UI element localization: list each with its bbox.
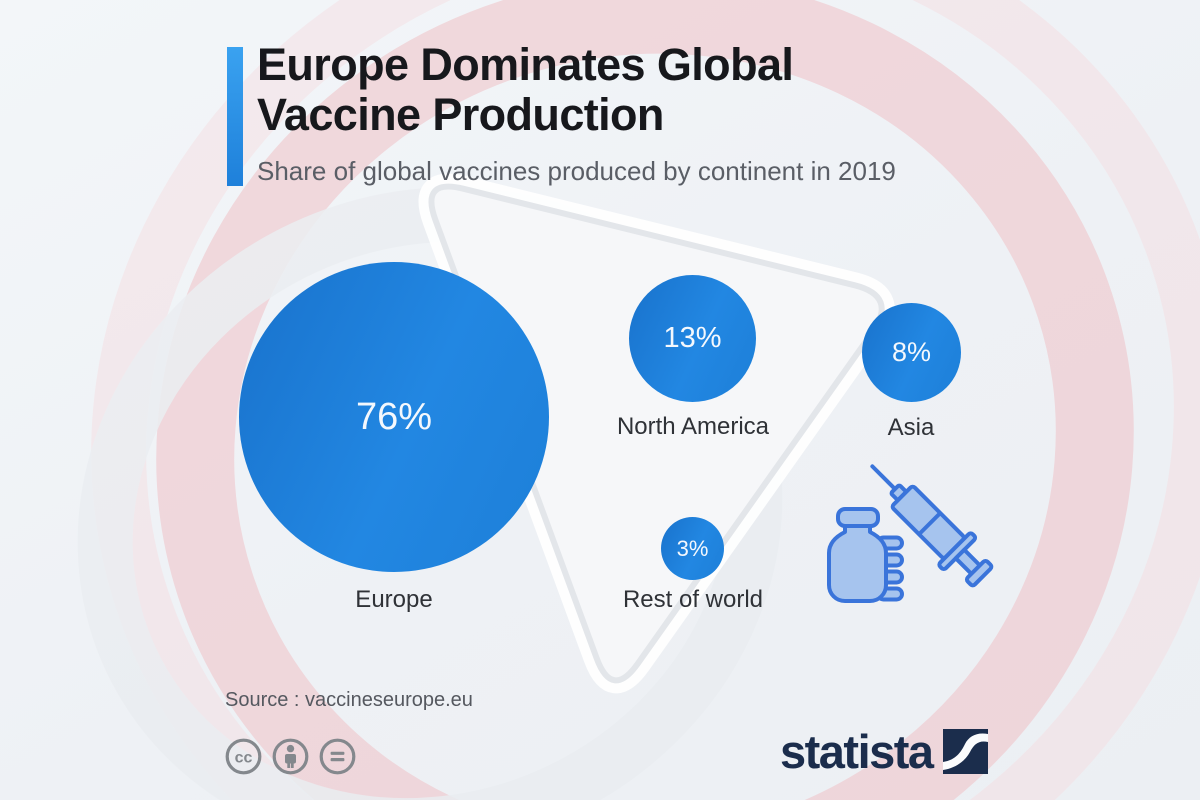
page-title-line2: Vaccine Production xyxy=(257,89,664,140)
bubble-asia-value: 8% xyxy=(891,337,932,367)
license-icons: cc xyxy=(224,737,357,776)
bubble-europe-value: 76% xyxy=(355,395,433,438)
chart-subtitle: Share of global vaccines produced by con… xyxy=(257,156,896,186)
bubble-north-america-value: 13% xyxy=(663,322,722,354)
source-text: Source : vaccineseurope.eu xyxy=(225,689,473,711)
creative-commons-icon: cc xyxy=(225,738,262,775)
statista-wordmark: statista xyxy=(780,725,934,778)
no-derivatives-icon xyxy=(319,738,356,775)
statista-logo-icon xyxy=(942,729,988,774)
bubble-rest-of-world-value: 3% xyxy=(676,535,709,561)
page-title-line1: Europe Dominates Global xyxy=(257,39,794,90)
vaccine-vial-syringe-illustration xyxy=(827,464,994,603)
label-rest-of-world: Rest of world xyxy=(622,586,764,613)
bubble-europe: 76% xyxy=(239,262,549,572)
label-north-america: North America xyxy=(616,413,770,440)
bubble-asia: 8% xyxy=(862,303,961,402)
label-europe: Europe xyxy=(355,586,433,613)
bubble-north-america: 13% xyxy=(629,275,756,402)
page-title: Europe Dominates Global Vaccine Producti… xyxy=(257,39,794,140)
statista-brand: statista xyxy=(780,725,988,778)
label-asia: Asia xyxy=(887,414,935,441)
title-accent-bar xyxy=(227,47,243,186)
svg-text:cc: cc xyxy=(235,750,253,767)
bubble-rest-of-world: 3% xyxy=(661,517,724,580)
attribution-icon xyxy=(272,738,309,775)
